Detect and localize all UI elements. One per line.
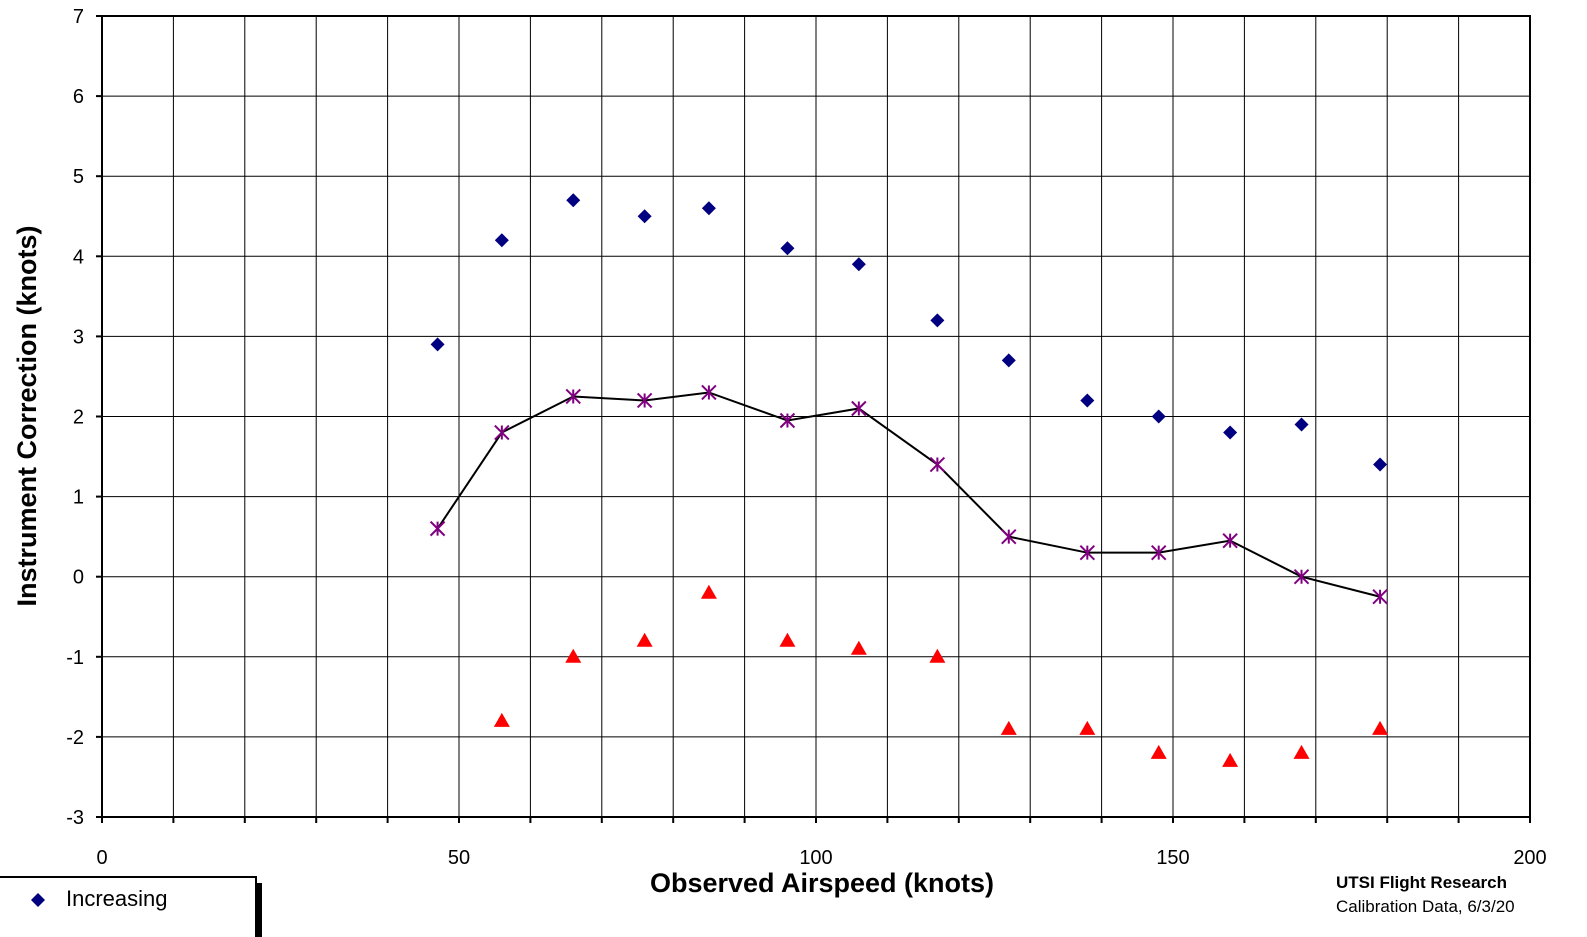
y-tick-label: -2: [66, 727, 84, 749]
y-tick-label: 7: [73, 6, 84, 28]
y-tick-label: 6: [73, 86, 84, 108]
data-point-asterisk: [1222, 532, 1238, 549]
data-point-diamond: [430, 337, 445, 352]
data-point-asterisk: [1001, 528, 1017, 545]
y-tick-label: 3: [73, 326, 84, 348]
data-point-triangle: [1150, 744, 1167, 759]
data-point-triangle: [1222, 752, 1239, 767]
data-point-diamond: [1373, 457, 1388, 472]
data-point-asterisk: [636, 392, 653, 409]
data-point-asterisk: [494, 424, 510, 441]
y-tick-label: 2: [73, 407, 84, 429]
data-point-asterisk: [1372, 589, 1388, 605]
data-point-asterisk: [1079, 544, 1096, 561]
data-point-asterisk: [779, 412, 796, 429]
data-point-triangle: [779, 632, 796, 647]
data-point-triangle: [929, 648, 946, 663]
data-point-diamond: [1001, 353, 1016, 368]
data-point-triangle: [1000, 720, 1017, 735]
data-point-diamond: [566, 193, 581, 208]
footer-org: UTSI Flight Research: [1336, 873, 1507, 892]
x-tick-label: 150: [1156, 847, 1189, 869]
data-point-triangle: [565, 648, 582, 663]
y-tick-label: 0: [73, 567, 84, 589]
x-tick-label: 100: [799, 847, 832, 869]
y-axis-title: Instrument Correction (knots): [12, 225, 42, 606]
data-point-asterisk: [429, 520, 446, 537]
y-tick-label: 5: [73, 166, 84, 188]
data-point-diamond: [780, 241, 795, 256]
data-point-triangle: [636, 632, 653, 647]
footer: UTSI Flight Research Calibration Data, 6…: [1336, 873, 1515, 916]
data-point-asterisk: [701, 384, 717, 401]
data-point-diamond: [1151, 409, 1166, 424]
x-axis-title: Observed Airspeed (knots): [650, 868, 994, 898]
legend-label-increasing: Increasing: [66, 886, 168, 911]
x-tick-label: 0: [96, 847, 107, 869]
series-line: [436, 391, 1381, 598]
data-point-diamond: [1223, 425, 1238, 440]
y-tick-label: 4: [73, 246, 84, 268]
data-point-triangle: [1079, 720, 1096, 735]
series-diamond: [430, 193, 1388, 472]
y-tick-label: 1: [73, 487, 84, 509]
data-point-diamond: [930, 313, 945, 328]
data-point-diamond: [1080, 393, 1095, 408]
data-point-diamond: [851, 257, 866, 272]
data-point-triangle: [1372, 720, 1389, 735]
series-triangle: [493, 584, 1389, 767]
data-point-diamond: [701, 201, 716, 216]
data-point-diamond: [637, 209, 652, 224]
legend-diamond-icon: [31, 893, 45, 907]
data-point-triangle: [700, 584, 717, 599]
series-asterisk: [429, 384, 1388, 605]
series-layer: [429, 193, 1389, 767]
data-point-diamond: [494, 233, 509, 248]
footer-note: Calibration Data, 6/3/20: [1336, 897, 1515, 916]
x-tick-label: 200: [1513, 847, 1546, 869]
y-tick-labels: -3 -2 -1 0 1 2 3 4 5 6 7: [66, 6, 84, 829]
grid-lines: [102, 16, 1530, 817]
legend: Increasing: [0, 876, 262, 937]
data-point-triangle: [850, 640, 867, 655]
data-point-asterisk: [851, 400, 867, 417]
y-tick-label: -1: [66, 647, 84, 669]
data-point-asterisk: [929, 456, 946, 473]
data-point-triangle: [1293, 744, 1310, 759]
legend-box: [0, 876, 257, 937]
y-tick-label: -3: [66, 807, 84, 829]
x-tick-labels: 0 50 100 150 200: [96, 847, 1546, 869]
data-point-diamond: [1294, 417, 1309, 432]
data-point-asterisk: [565, 388, 581, 405]
data-point-asterisk: [1293, 568, 1310, 585]
plot-frame: [96, 15, 1531, 823]
data-point-asterisk: [1151, 544, 1167, 561]
x-tick-label: 50: [448, 847, 470, 869]
data-point-triangle: [493, 712, 510, 727]
